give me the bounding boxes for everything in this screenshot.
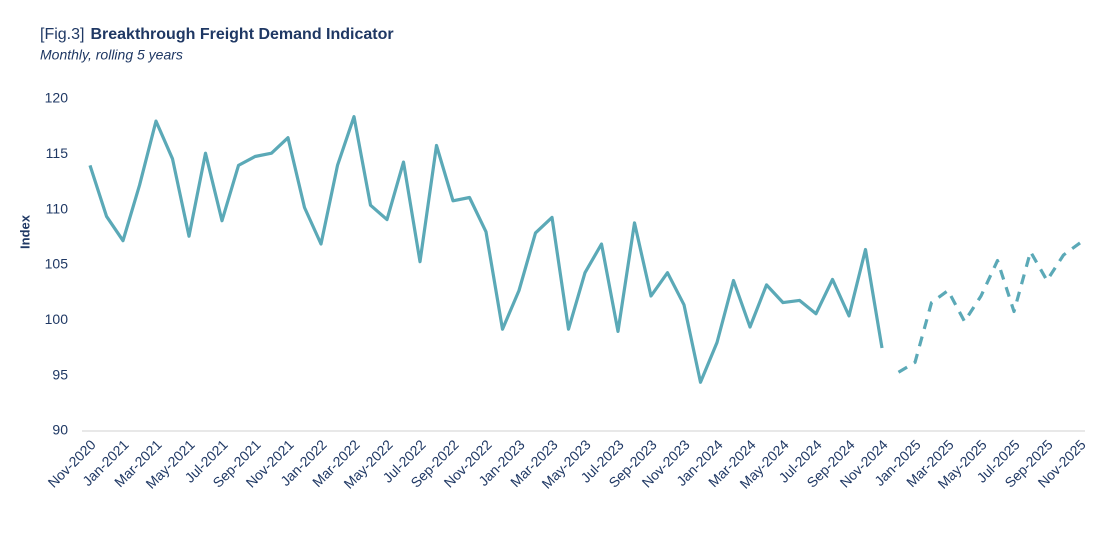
y-axis-label: Index bbox=[17, 214, 32, 249]
figure-label: [Fig.3] bbox=[40, 26, 84, 43]
series-line bbox=[897, 241, 1081, 374]
chart-title: [Fig.3] Breakthrough Freight Demand Indic… bbox=[40, 26, 394, 43]
y-tick-label: 90 bbox=[52, 422, 68, 438]
y-tick-label: 110 bbox=[46, 200, 69, 216]
y-tick-label: 120 bbox=[45, 90, 69, 106]
title: Breakthrough Freight Demand Indicator bbox=[90, 26, 393, 43]
y-tick-label: 115 bbox=[46, 145, 69, 161]
y-tick-label: 105 bbox=[45, 256, 69, 272]
chart-subtitle: Monthly, rolling 5 years bbox=[40, 47, 183, 63]
y-tick-label: 95 bbox=[52, 366, 68, 382]
series-line bbox=[88, 115, 884, 384]
y-tick-label: 100 bbox=[45, 311, 69, 327]
